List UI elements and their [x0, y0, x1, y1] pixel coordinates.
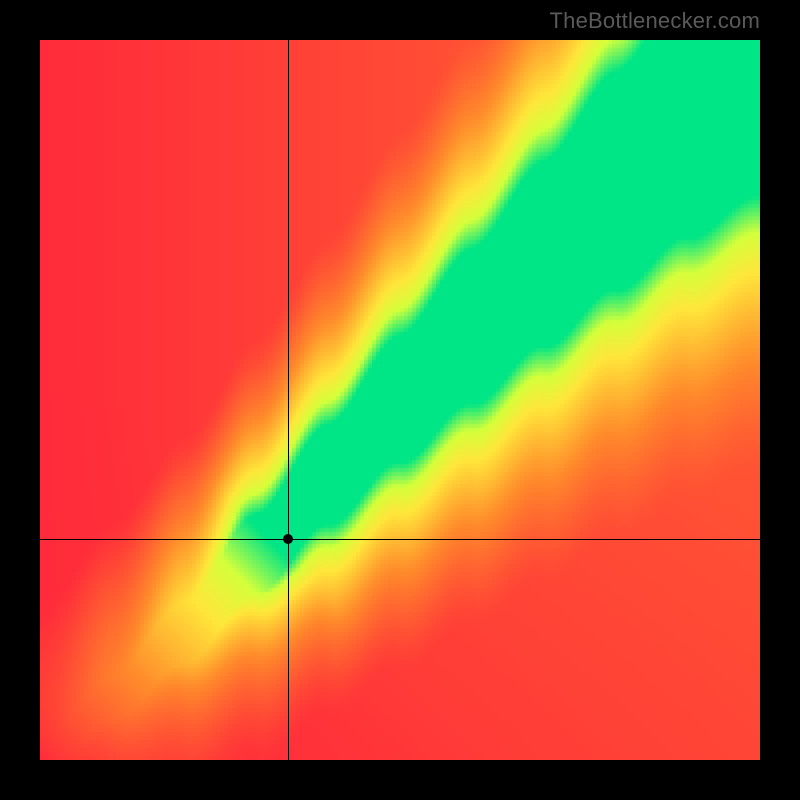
- watermark-text: TheBottlenecker.com: [550, 8, 760, 34]
- bottleneck-heatmap: [40, 40, 760, 760]
- chart-container: TheBottlenecker.com: [0, 0, 800, 800]
- crosshair-horizontal: [40, 539, 760, 540]
- crosshair-vertical: [288, 40, 289, 760]
